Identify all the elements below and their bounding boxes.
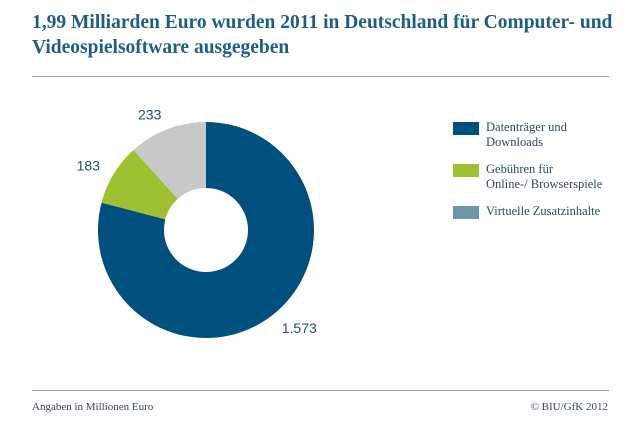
- legend-label-datentraeger-line1: Datenträger und: [486, 120, 567, 134]
- legend-label-gebuehren-line2: Online-/ Browserspiele: [486, 177, 603, 191]
- legend-label-virtuelle: Virtuelle Zusatzinhalte: [486, 204, 601, 218]
- legend-item-gebuehren: Gebühren für Online-/ Browserspiele: [453, 162, 633, 192]
- chart-title: 1,99 Milliarden Euro wurden 2011 in Deut…: [32, 12, 613, 58]
- data-label-virtuelle: 233: [138, 106, 162, 122]
- top-divider: [32, 76, 609, 77]
- legend-item-datentraeger: Datenträger und Downloads: [453, 120, 633, 150]
- legend: Datenträger und Downloads Gebühren für O…: [453, 120, 633, 231]
- slice-virtuelle: [133, 122, 206, 199]
- footer-note: Angaben in Millionen Euro: [32, 401, 154, 413]
- legend-item-virtuelle: Virtuelle Zusatzinhalte: [453, 204, 633, 219]
- slice-gebuehren: [101, 149, 178, 220]
- footer-source: © BIU/GfK 2012: [530, 401, 608, 413]
- legend-label-datentraeger-line2: Downloads: [486, 135, 543, 149]
- bottom-divider: [32, 390, 609, 391]
- legend-swatch-gebuehren: [453, 164, 479, 177]
- legend-swatch-datentraeger: [453, 122, 479, 135]
- legend-label-gebuehren-line1: Gebühren für: [486, 162, 553, 176]
- data-label-gebuehren: 183: [77, 158, 101, 174]
- data-label-datentraeger: 1.573: [282, 320, 317, 336]
- slice-datentraeger: [98, 122, 315, 338]
- legend-swatch-virtuelle: [453, 206, 479, 219]
